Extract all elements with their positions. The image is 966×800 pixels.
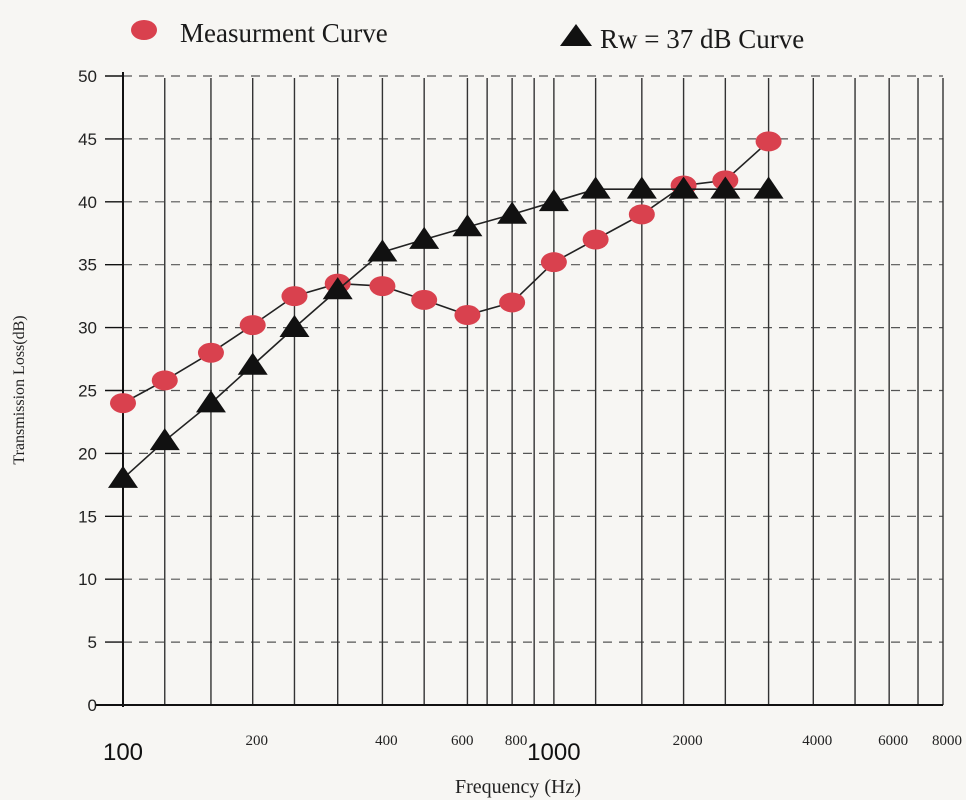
y-tick-label-35: 35 bbox=[78, 256, 97, 275]
point-measurment-200 bbox=[239, 315, 266, 336]
point-rw-400 bbox=[367, 239, 398, 262]
point-measurment-1600 bbox=[628, 204, 655, 225]
x-tick-label-600: 600 bbox=[451, 733, 474, 749]
x-tick-label-400: 400 bbox=[375, 733, 398, 749]
point-measurment-800 bbox=[499, 292, 526, 313]
x-tick-label-200: 200 bbox=[245, 733, 268, 749]
point-rw-500 bbox=[409, 226, 440, 249]
point-rw-630 bbox=[452, 214, 483, 237]
point-measurment-100 bbox=[110, 393, 136, 414]
y-tick-label-45: 45 bbox=[78, 130, 97, 149]
x-tick-label-6000: 6000 bbox=[878, 733, 908, 749]
point-rw-3150 bbox=[753, 176, 784, 199]
point-rw-2500 bbox=[710, 176, 741, 199]
x-tick-label-8000: 8000 bbox=[932, 733, 962, 749]
x-tick-label-2000: 2000 bbox=[673, 733, 703, 749]
legend-label-measurment: Measurment Curve bbox=[180, 18, 388, 48]
point-measurment-500 bbox=[411, 289, 438, 310]
x-tick-label-4000: 4000 bbox=[802, 733, 832, 749]
point-rw-100 bbox=[108, 465, 138, 488]
point-measurment-630 bbox=[454, 305, 481, 326]
x-axis-label: Frequency (Hz) bbox=[455, 776, 581, 798]
y-tick-label-10: 10 bbox=[78, 570, 97, 589]
point-rw-160 bbox=[195, 390, 226, 413]
point-rw-1250 bbox=[580, 176, 611, 199]
point-measurment-1000 bbox=[540, 252, 567, 273]
y-tick-label-20: 20 bbox=[78, 444, 97, 463]
point-rw-200 bbox=[237, 352, 268, 375]
point-measurment-400 bbox=[369, 276, 396, 297]
point-measurment-250 bbox=[281, 286, 308, 307]
legend-marker-rw bbox=[560, 24, 592, 46]
series-layer bbox=[108, 131, 784, 488]
y-tick-label-50: 50 bbox=[78, 67, 97, 86]
legend-marker-measurment bbox=[131, 20, 157, 40]
series-line-1 bbox=[122, 188, 769, 480]
y-tick-label-15: 15 bbox=[78, 507, 97, 526]
point-measurment-160 bbox=[197, 342, 224, 363]
point-measurment-125 bbox=[151, 370, 178, 391]
point-rw-1600 bbox=[626, 176, 657, 199]
series-line-0 bbox=[122, 140, 770, 404]
point-measurment-1250 bbox=[582, 229, 609, 250]
x-tick-label-800: 800 bbox=[505, 733, 528, 749]
y-tick-label-0: 0 bbox=[88, 696, 97, 715]
y-tick-label-5: 5 bbox=[88, 633, 97, 652]
axes: 0 5 10 15 20 25 30 35 40 45 50 100 200 400 600 800 1000 2… bbox=[78, 67, 962, 766]
legend-label-rw: Rw = 37 dB Curve bbox=[600, 24, 804, 54]
point-measurment-3150 bbox=[755, 131, 782, 152]
point-rw-125 bbox=[149, 428, 180, 451]
x-tick-label-100: 100 bbox=[103, 739, 143, 766]
point-rw-2000 bbox=[668, 176, 699, 199]
point-rw-800 bbox=[497, 201, 528, 224]
point-rw-315 bbox=[322, 277, 353, 300]
y-tick-label-40: 40 bbox=[78, 193, 97, 212]
point-rw-1000 bbox=[538, 189, 569, 212]
legend: Measurment Curve Rw = 37 dB Curve bbox=[131, 18, 804, 54]
point-rw-250 bbox=[279, 314, 310, 337]
x-tick-label-1000: 1000 bbox=[527, 739, 580, 766]
y-tick-label-25: 25 bbox=[78, 382, 97, 401]
y-tick-label-30: 30 bbox=[78, 319, 97, 338]
y-axis-label: Transmission Loss(dB) bbox=[11, 315, 28, 464]
